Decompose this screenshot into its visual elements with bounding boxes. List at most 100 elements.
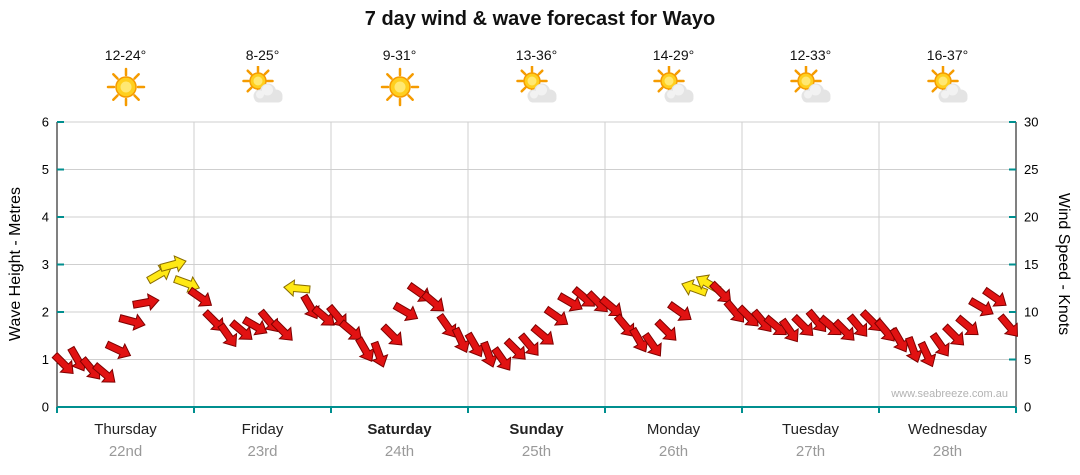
wind-arrow (530, 324, 554, 345)
wind-arrow (202, 309, 225, 332)
day-name: Sunday (509, 421, 564, 438)
wind-arrow (159, 255, 187, 273)
right-tick-label: 25 (1024, 162, 1038, 177)
wind-arrow (942, 323, 965, 346)
wind-arrow (557, 292, 583, 312)
left-tick-label: 3 (42, 257, 49, 272)
wind-arrow (132, 293, 160, 311)
wind-arrow (229, 319, 253, 340)
day-date: 28th (932, 443, 963, 460)
day-header-saturday: 9-31° (378, 46, 422, 115)
sun-icon (380, 67, 419, 107)
day-name: Friday (241, 421, 284, 438)
day-label-friday: Friday 23rd (242, 420, 284, 464)
right-tick-label: 5 (1024, 352, 1031, 367)
wind-arrow (392, 301, 419, 322)
day-date: 24th (384, 443, 415, 460)
wind-arrow (436, 312, 457, 338)
right-tick-label: 30 (1024, 115, 1038, 130)
wind-arrow (929, 331, 950, 357)
wind-arrow (241, 316, 268, 336)
wind-arrow (420, 290, 445, 312)
wind-arrow (681, 278, 709, 297)
day-name: Tuesday (782, 421, 839, 438)
day-date: 25th (521, 443, 552, 460)
temp-range: 8-25° (245, 47, 280, 63)
right-tick-label: 15 (1024, 257, 1038, 272)
wind-arrow (464, 331, 484, 358)
sun-cloud-icon (789, 65, 830, 103)
day-name: Wednesday (908, 421, 987, 438)
right-tick-label: 10 (1024, 305, 1038, 320)
wind-arrow (270, 318, 293, 341)
watermark: www.seabreeze.com.au (891, 388, 1008, 400)
day-label-wednesday: Wednesday 28th (908, 420, 987, 464)
wind-arrow (613, 313, 635, 337)
right-axis-label: Wind Speed - Knots (1055, 192, 1072, 336)
wind-arrow (709, 280, 732, 303)
wind-arrow (370, 340, 389, 368)
wind-arrow (104, 340, 132, 360)
chart-title: 7 day wind & wave forecast for Wayo (364, 8, 716, 30)
right-tick-label: 20 (1024, 210, 1038, 225)
wind-arrow (91, 362, 116, 383)
left-tick-label: 1 (42, 352, 49, 367)
wind-arrow (889, 326, 909, 353)
wind-arrow (968, 297, 994, 317)
temp-range: 12-24° (104, 47, 147, 63)
wind-arrow (451, 326, 471, 354)
left-tick-label: 2 (42, 305, 49, 320)
left-tick-label: 6 (42, 115, 49, 130)
wind-arrow (598, 295, 623, 317)
temp-range: 13-36° (515, 47, 558, 63)
day-name: Monday (646, 421, 701, 438)
day-date: 27th (795, 443, 826, 460)
wind-arrow (641, 331, 662, 357)
day-label-thursday: Thursday 22nd (94, 420, 157, 464)
wind-arrow (667, 300, 692, 321)
sun-icon (106, 67, 145, 107)
wind-arrow (480, 340, 498, 368)
wind-arrow (380, 323, 403, 346)
day-header-thursday: 12-24° (104, 46, 148, 115)
left-tick-label: 5 (42, 162, 49, 177)
sun-cloud-icon (926, 65, 967, 103)
temp-range: 9-31° (382, 47, 417, 63)
wind-arrow (503, 337, 526, 360)
wind-arrow (955, 314, 979, 336)
wind-arrow (904, 335, 923, 363)
day-date: 26th (658, 443, 689, 460)
temp-range: 14-29° (652, 47, 695, 63)
day-header-tuesday: 12-33° (789, 46, 833, 115)
wind-arrow (778, 317, 799, 343)
left-axis-label: Wave Height - Metres (7, 186, 24, 342)
wind-arrow (118, 313, 146, 331)
wind-arrow (982, 286, 1007, 307)
wind-arrow (311, 305, 335, 326)
wind-arrow (283, 279, 311, 298)
right-tick-label: 0 (1024, 400, 1031, 415)
temp-range: 16-37° (926, 47, 969, 63)
wind-arrow (517, 332, 539, 356)
day-label-saturday: Saturday 24th (367, 420, 431, 464)
sun-cloud-icon (515, 65, 556, 103)
day-label-monday: Monday 26th (647, 420, 700, 464)
wind-arrow (791, 313, 814, 337)
day-name: Thursday (94, 421, 157, 438)
wind-arrow (187, 286, 213, 307)
wind-arrow (846, 313, 868, 337)
wind-arrow (997, 313, 1018, 337)
wind-arrow (543, 305, 569, 326)
wind-arrow (338, 319, 363, 340)
day-header-monday: 14-29° (652, 46, 696, 115)
wind-arrow (217, 322, 238, 348)
wind-arrow (832, 318, 855, 341)
day-header-sunday: 13-36° (515, 46, 559, 115)
wind-arrow (629, 326, 649, 353)
day-label-sunday: Sunday 25th (509, 420, 563, 464)
day-date: 22nd (108, 443, 143, 460)
day-label-tuesday: Tuesday 27th (782, 420, 839, 464)
day-name: Saturday (367, 421, 432, 438)
